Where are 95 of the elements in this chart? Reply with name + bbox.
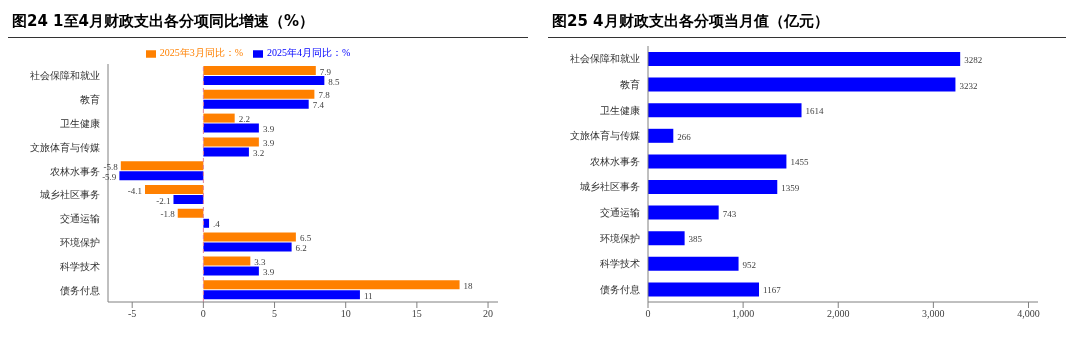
bar [648,103,802,118]
x-tick-label: 0 [645,308,651,320]
y-tick-label: 教育 [620,78,640,90]
x-tick-label: 3,000 [922,308,945,320]
data-label: 2.2 [238,114,250,125]
data-label: 7.8 [318,90,331,101]
legend-label: 2025年4月同比：% [267,47,351,58]
data-label: 7.9 [319,66,332,77]
data-label: 1167 [763,285,782,296]
data-label: 3.9 [262,137,275,148]
data-label: -2.1 [156,195,171,206]
bar [203,66,316,75]
x-tick-label: 15 [411,308,422,320]
chart-title: 图25 4月财政支出各分项当月值（亿元） [548,8,1066,38]
y-tick-label: 交通运输 [60,213,100,225]
data-label: 11 [363,290,373,301]
data-label: 952 [742,259,757,270]
bar [177,208,204,218]
y-tick-label: 农林水事务 [50,165,100,177]
data-label: 3.2 [252,147,265,158]
x-tick-label: 10 [340,308,351,320]
x-tick-label: 20 [483,308,494,320]
legend-label: 2025年3月同比：% [159,47,243,58]
data-label: 385 [688,234,703,245]
y-tick-label: 交通运输 [600,206,640,218]
y-tick-label: 文旅体育与传媒 [570,130,640,142]
bar [203,147,249,157]
y-tick-label: 文旅体育与传媒 [30,141,100,153]
y-tick-label: 债务付息 [60,284,100,296]
data-label: 1359 [781,183,800,193]
y-tick-label: 卫生健康 [600,104,640,116]
data-label: 743 [722,208,737,219]
data-label: 3232 [959,80,978,91]
data-label: 3.3 [254,256,267,267]
bar [203,123,259,133]
data-label: -5.8 [103,161,119,172]
bar [203,137,259,147]
bar [145,185,204,194]
bar [648,256,739,271]
x-tick-label: 4,000 [1017,308,1040,320]
y-tick-label: 科学技术 [60,260,100,272]
x-tick-label: 1,000 [731,308,755,320]
bar [120,161,204,171]
bar [648,128,674,143]
bar [648,282,760,297]
bar [648,205,719,220]
data-label: 18 [463,280,474,291]
x-tick-label: 0 [200,308,206,320]
data-label: 1614 [805,106,825,117]
bar [648,180,778,194]
data-label: 7.4 [312,100,325,111]
y-tick-label: 教育 [80,94,100,106]
bar [203,242,292,252]
bar [203,218,210,228]
bar [203,280,460,290]
chart-title: 图24 1至4月财政支出各分项同比增速（%） [8,8,528,38]
bar [203,89,315,99]
data-label: 8.5 [328,76,341,87]
y-tick-label: 债务付息 [600,283,640,295]
y-tick-label: 社会保障和就业 [570,53,640,65]
y-tick-label: 环境保护 [600,232,640,244]
bar [173,195,204,204]
bar [648,154,787,169]
data-label: 266 [677,131,692,142]
y-tick-label: 卫生健康 [60,118,100,130]
bar [648,231,685,246]
x-tick-label: -5 [128,308,137,320]
bar [648,77,956,92]
y-tick-label: 科学技术 [600,258,640,270]
bar [203,76,325,85]
y-tick-label: 城乡社区事务 [579,181,640,193]
x-tick-label: 2,000 [826,308,850,320]
data-label: 6.5 [299,233,312,244]
bar [203,99,309,109]
y-tick-label: 农林水事务 [590,155,640,167]
data-label: 6.2 [295,243,307,254]
data-label: 3.9 [262,124,275,135]
data-label: -5.9 [102,171,117,182]
data-label: -4.1 [127,185,143,196]
bar [119,171,204,181]
data-label: 3.9 [262,266,275,277]
bar [203,113,235,123]
data-label: 1455 [790,157,809,168]
bar [203,232,296,242]
data-label: 3282 [964,55,983,65]
bar [203,256,251,266]
bar [203,290,360,300]
y-tick-label: 城乡社区事务 [39,189,100,201]
bar [648,52,961,66]
y-tick-label: 社会保障和就业 [30,70,100,82]
bar [203,266,259,276]
y-tick-label: 环境保护 [60,237,100,249]
data-label: .4 [213,219,221,230]
data-label: -1.8 [160,209,176,220]
x-tick-label: 5 [272,308,278,320]
